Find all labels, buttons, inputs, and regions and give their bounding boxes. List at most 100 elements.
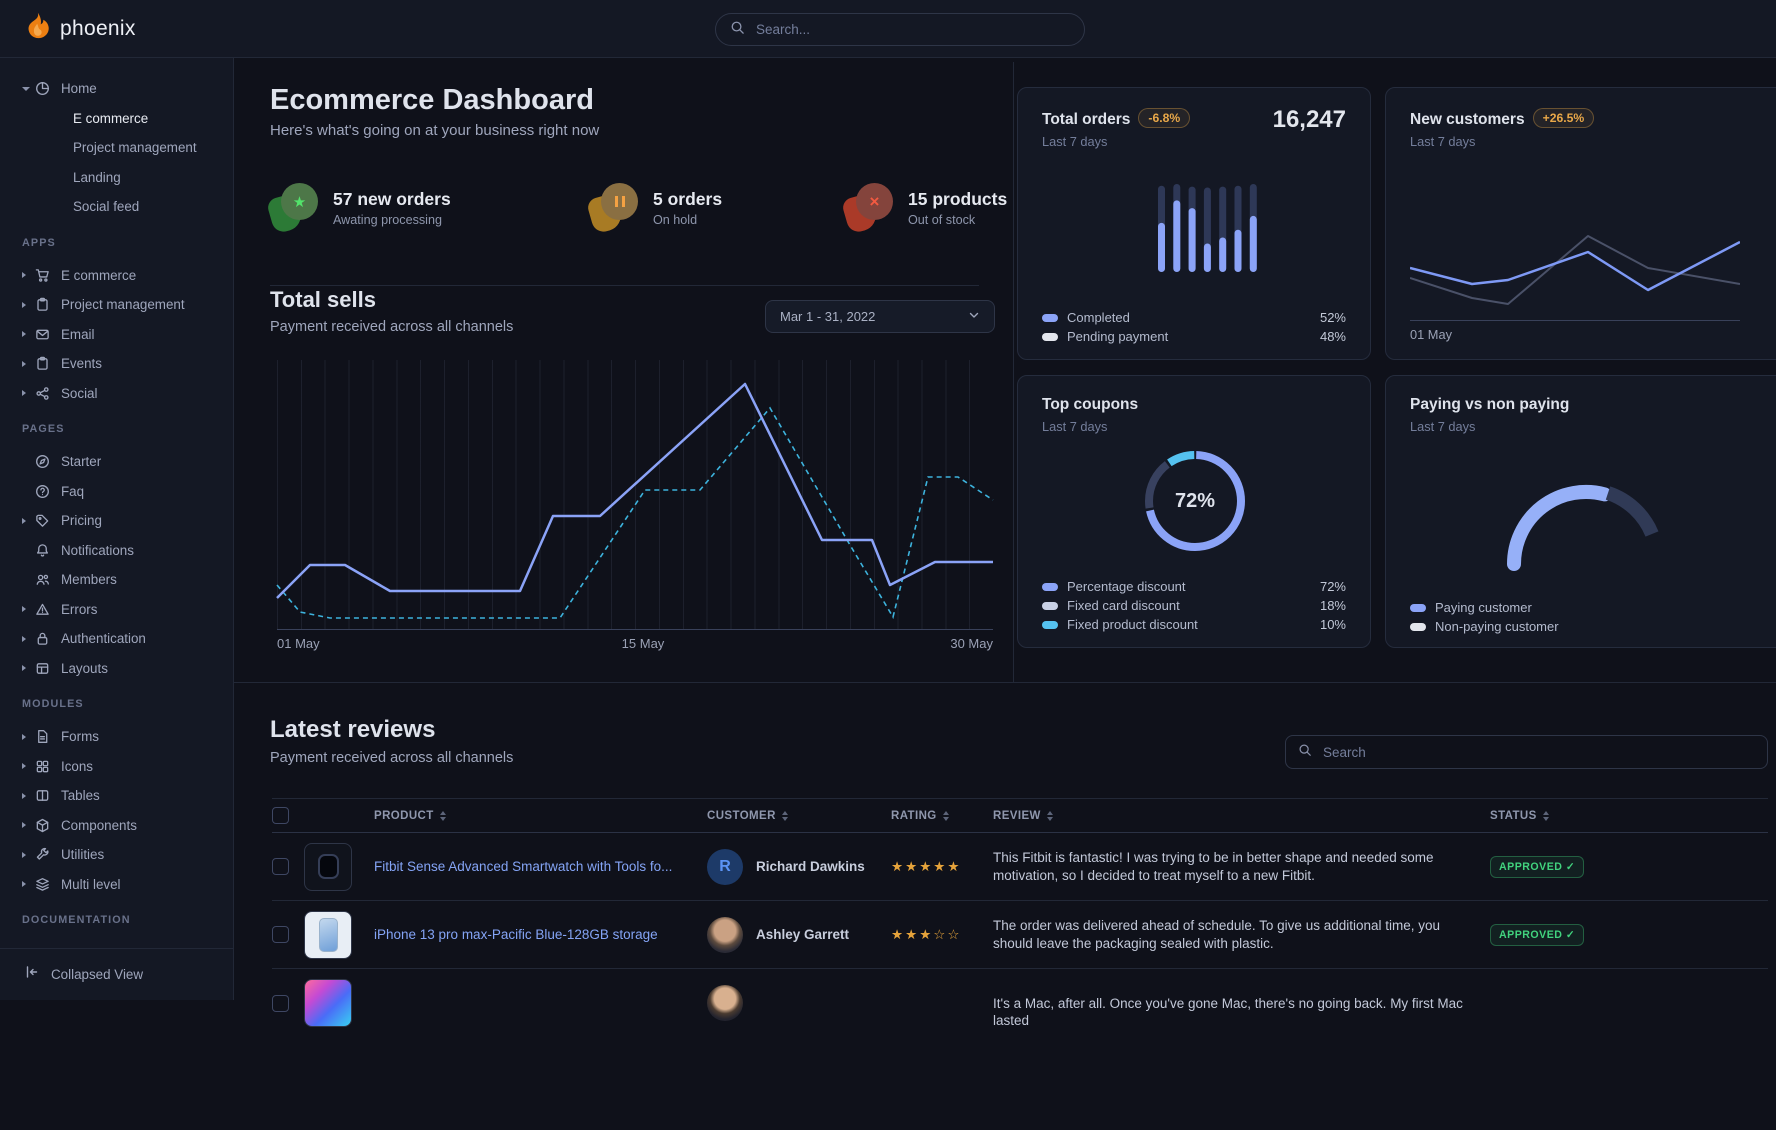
product-thumbnail[interactable]: [304, 910, 352, 959]
review-row: iPhone 13 pro max-Pacific Blue-128GB sto…: [272, 901, 1768, 969]
card-period: Last 7 days: [1410, 134, 1476, 149]
sidebar-item-icons[interactable]: Icons: [22, 752, 233, 782]
main-content: Ecommerce Dashboard Here's what's going …: [234, 58, 1776, 1130]
new-customers-line-chart[interactable]: [1410, 226, 1740, 321]
wrench-icon: [35, 847, 51, 863]
column-status[interactable]: STATUS: [1490, 810, 1768, 822]
card-title: Paying vs non paying: [1410, 396, 1570, 413]
sidebar-section-modules: MODULES: [22, 698, 84, 710]
caret-right-icon: [22, 517, 35, 524]
orders-bar-chart[interactable]: [1156, 180, 1266, 272]
paying-arc: [1507, 484, 1612, 571]
caret-right-icon: [22, 331, 35, 338]
revi ews-search[interactable]: [1285, 735, 1768, 769]
product-thumbnail[interactable]: [304, 842, 352, 891]
current-period-line: [276, 382, 993, 599]
star-blob-icon: ★: [265, 183, 318, 235]
date-range-select[interactable]: Mar 1 - 31, 2022: [765, 300, 995, 333]
column-rating[interactable]: RATING: [891, 810, 993, 822]
sort-icon: [942, 810, 949, 821]
column-product[interactable]: PRODUCT: [374, 810, 707, 822]
sidebar-item-members[interactable]: Members: [22, 565, 233, 595]
review-text: The order was delivered ahead of schedul…: [993, 918, 1441, 951]
legend-item: Fixed product discount 10%: [1042, 617, 1346, 632]
avatar: R: [707, 848, 743, 885]
row-checkbox[interactable]: [272, 994, 289, 1012]
envelope-icon: [35, 326, 51, 342]
sidebar-item-home[interactable]: Home: [22, 74, 233, 104]
column-customer[interactable]: CUSTOMER: [707, 810, 891, 822]
sidebar-item-authentication[interactable]: Authentication: [22, 624, 233, 654]
reviews-table: PRODUCT CUSTOMER RATING REVIEW STATUS: [272, 798, 1768, 1037]
row-checkbox[interactable]: [272, 858, 289, 875]
pause-blob-icon: [585, 183, 638, 235]
sidebar-item-social-feed[interactable]: Social feed: [73, 199, 140, 215]
sidebar-item-email[interactable]: Email: [22, 320, 233, 350]
sidebar-item-starter[interactable]: Starter: [22, 447, 233, 477]
sidebar-item-ecommerce[interactable]: E commerce: [73, 110, 149, 126]
sidebar-item-ecommerce-app[interactable]: E commerce: [22, 261, 233, 291]
reviews-title: Latest reviews: [270, 716, 436, 743]
sidebar-item-project-management[interactable]: Project management: [22, 290, 233, 320]
stat-caption: On hold: [653, 213, 698, 227]
reviews-search-input[interactable]: [1321, 743, 1755, 761]
sidebar-item-utilities[interactable]: Utilities: [22, 840, 233, 870]
sidebar-item-landing[interactable]: Landing: [73, 169, 121, 185]
share-icon: [35, 385, 51, 401]
card-period: Last 7 days: [1042, 419, 1108, 434]
customer-cell: [707, 985, 891, 1021]
caret-right-icon: [22, 733, 35, 740]
customer-cell: Ashley Garrett: [707, 916, 891, 953]
coupons-donut-chart[interactable]: 72%: [1140, 446, 1250, 556]
sidebar-item-faq[interactable]: Faq: [22, 477, 233, 507]
sidebar-item-tables[interactable]: Tables: [22, 781, 233, 811]
sidebar-item-notifications[interactable]: Notifications: [22, 536, 233, 566]
product-link[interactable]: Fitbit Sense Advanced Smartwatch with To…: [374, 859, 673, 874]
status-badge: APPROVED ✓: [1490, 855, 1585, 878]
legend-swatch: [1042, 582, 1058, 591]
sidebar-item-layouts[interactable]: Layouts: [22, 654, 233, 684]
global-search-input[interactable]: [754, 21, 1070, 38]
top-coupons-card: Top coupons Last 7 days 72% Percentage d…: [1017, 375, 1371, 648]
columns-icon: [35, 788, 51, 804]
global-search[interactable]: [715, 13, 1085, 46]
paying-gauge-chart[interactable]: [1486, 464, 1706, 584]
column-review[interactable]: REVIEW: [993, 810, 1490, 822]
grid-icon: [35, 758, 51, 774]
layers-icon: [35, 876, 51, 892]
customer-name: Richard Dawkins: [756, 859, 865, 874]
product-thumbnail[interactable]: [304, 979, 352, 1027]
sort-icon: [1046, 810, 1053, 821]
warning-triangle-icon: [35, 601, 51, 617]
sidebar-item-errors[interactable]: Errors: [22, 595, 233, 625]
sidebar-item-pricing[interactable]: Pricing: [22, 506, 233, 536]
brand[interactable]: phoenix: [22, 11, 136, 46]
sidebar-section-documentation: DOCUMENTATION: [22, 914, 131, 926]
sidebar-item-social[interactable]: Social: [22, 379, 233, 409]
row-checkbox[interactable]: [272, 926, 289, 943]
compass-icon: [35, 454, 51, 470]
stat-value: 5 orders: [653, 189, 723, 209]
search-icon: [1298, 743, 1312, 762]
status-badge: APPROVED ✓: [1490, 923, 1585, 946]
sidebar-item-project-management-home[interactable]: Project management: [73, 140, 197, 156]
stat-caption: Awating processing: [333, 213, 442, 227]
previous-line: [1410, 235, 1740, 305]
product-link[interactable]: iPhone 13 pro max-Pacific Blue-128GB sto…: [374, 927, 658, 942]
review-text: It's a Mac, after all. Once you've gone …: [993, 995, 1463, 1029]
select-all-checkbox[interactable]: [272, 807, 289, 824]
avatar: [707, 916, 743, 953]
sidebar-item-forms[interactable]: Forms: [22, 722, 233, 752]
legend-item: Fixed card discount 18%: [1042, 598, 1346, 613]
cart-icon: [35, 267, 51, 283]
legend-item: Completed 52%: [1042, 310, 1346, 325]
sidebar-item-events[interactable]: Events: [22, 349, 233, 379]
caret-down-icon: [22, 86, 35, 91]
box-icon: [35, 817, 51, 833]
table-header-row: PRODUCT CUSTOMER RATING REVIEW STATUS: [272, 798, 1768, 833]
sidebar-item-multi-level[interactable]: Multi level: [22, 870, 233, 900]
collapsed-view-toggle[interactable]: Collapsed View: [0, 948, 233, 1000]
total-sells-chart[interactable]: [276, 360, 994, 630]
question-circle-icon: [35, 483, 51, 499]
sidebar-item-components[interactable]: Components: [22, 811, 233, 841]
